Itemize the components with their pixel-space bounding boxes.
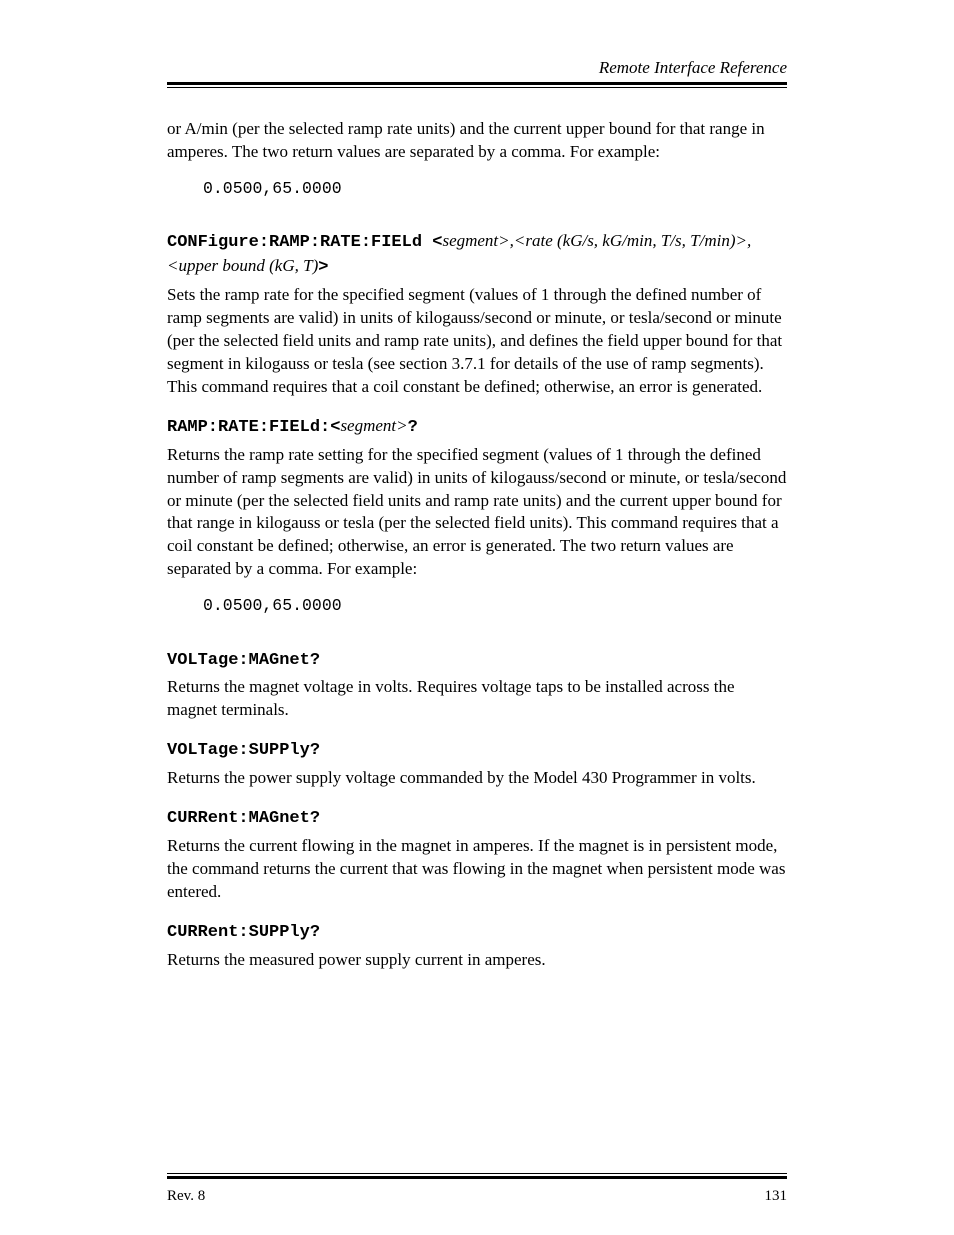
query-rate-arg: segment> [340,416,407,435]
bottom-rule [167,1173,787,1179]
intro-example: 0.0500,65.0000 [203,178,787,200]
volt-mag-cmd: VOLTage:MAGnet? [167,651,320,670]
volt-sup-heading: VOLTage:SUPPly? [167,738,787,763]
footer-rev: Rev. 8 [167,1188,205,1205]
query-rate-tail: ? [408,418,418,437]
curr-mag-cmd: CURRent:MAGnet? [167,809,320,828]
footer-page-number: 131 [765,1188,788,1205]
query-rate-example: 0.0500,65.0000 [203,595,787,617]
volt-sup-cmd: VOLTage:SUPPly? [167,741,320,760]
conf-rate-heading: CONFigure:RAMP:RATE:FIELd <segment>,<rat… [167,230,787,280]
query-rate-cmd: RAMP:RATE:FIELd:< [167,418,340,437]
running-head: Remote Interface Reference [167,58,787,78]
conf-rate-body: Sets the ramp rate for the specified seg… [167,284,787,399]
top-rule [167,82,787,88]
footer: Rev. 8 131 [167,1188,787,1205]
conf-rate-tail: > [318,258,328,277]
query-rate-heading: RAMP:RATE:FIELd:<segment>? [167,415,787,440]
curr-mag-body: Returns the current flowing in the magne… [167,835,787,904]
curr-sup-cmd: CURRent:SUPPly? [167,923,320,942]
volt-mag-body: Returns the magnet voltage in volts. Req… [167,676,787,722]
curr-sup-heading: CURRent:SUPPly? [167,920,787,945]
volt-mag-heading: VOLTage:MAGnet? [167,648,787,673]
volt-sup-body: Returns the power supply voltage command… [167,767,787,790]
curr-mag-heading: CURRent:MAGnet? [167,806,787,831]
query-rate-body: Returns the ramp rate setting for the sp… [167,444,787,582]
intro-paragraph: or A/min (per the selected ramp rate uni… [167,118,787,164]
curr-sup-body: Returns the measured power supply curren… [167,949,787,972]
page: Remote Interface Reference or A/min (per… [0,0,954,1235]
conf-rate-cmd: CONFigure:RAMP:RATE:FIELd < [167,233,442,252]
